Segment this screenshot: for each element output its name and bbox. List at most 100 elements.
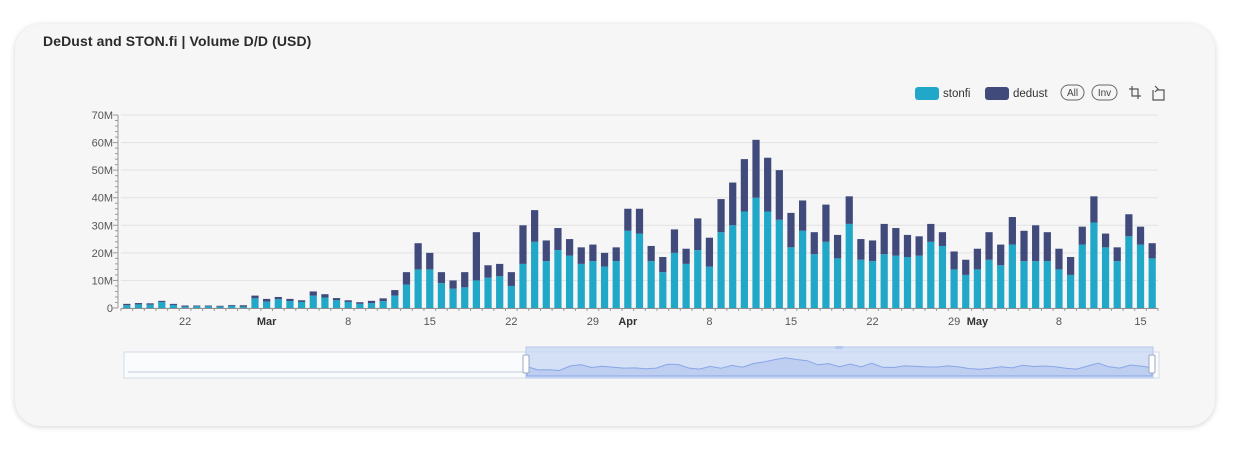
bar-dedust[interactable] <box>717 199 725 233</box>
invert-selection-button[interactable]: Inv <box>1091 84 1118 101</box>
bar-dedust[interactable] <box>216 305 224 307</box>
bar-dedust[interactable] <box>845 196 853 224</box>
bar-stonfi[interactable] <box>997 265 1005 308</box>
bar-dedust[interactable] <box>880 223 888 255</box>
bar-dedust[interactable] <box>391 290 399 296</box>
bar-stonfi[interactable] <box>1032 261 1040 308</box>
bar-dedust[interactable] <box>251 295 259 299</box>
bar-stonfi[interactable] <box>775 219 783 308</box>
bar-dedust[interactable] <box>274 296 282 300</box>
bar-dedust[interactable] <box>705 237 714 267</box>
bar-dedust[interactable] <box>123 303 131 306</box>
bar-stonfi[interactable] <box>880 254 888 308</box>
bar-stonfi[interactable] <box>892 255 900 308</box>
bar-stonfi[interactable] <box>1067 274 1075 308</box>
bar-stonfi[interactable] <box>239 306 247 308</box>
bar-stonfi[interactable] <box>600 266 609 308</box>
bar-dedust[interactable] <box>764 157 772 212</box>
bar-dedust[interactable] <box>297 300 306 302</box>
slider-handle-right[interactable] <box>1148 354 1156 374</box>
bar-stonfi[interactable] <box>670 252 679 308</box>
bar-stonfi[interactable] <box>216 306 224 308</box>
bar-dedust[interactable] <box>647 245 655 262</box>
bar-stonfi[interactable] <box>391 295 399 308</box>
bar-stonfi[interactable] <box>344 301 352 308</box>
bar-dedust[interactable] <box>1136 226 1145 245</box>
bar-stonfi[interactable] <box>193 306 201 308</box>
bar-stonfi[interactable] <box>402 284 411 308</box>
bar-dedust[interactable] <box>484 265 492 278</box>
bar-stonfi[interactable] <box>274 299 282 308</box>
bar-dedust[interactable] <box>577 247 585 264</box>
bar-dedust[interactable] <box>624 208 632 231</box>
bar-stonfi[interactable] <box>1008 244 1016 308</box>
bar-dedust[interactable] <box>426 252 434 270</box>
legend-item-dedust[interactable]: dedust <box>985 87 1048 100</box>
bar-dedust[interactable] <box>134 303 143 305</box>
bar-dedust[interactable] <box>531 210 539 242</box>
bar-dedust[interactable] <box>461 272 469 288</box>
bar-stonfi[interactable] <box>123 305 131 308</box>
bar-stonfi[interactable] <box>612 261 620 308</box>
bar-stonfi[interactable] <box>414 269 422 308</box>
bar-stonfi[interactable] <box>461 287 469 308</box>
bar-stonfi[interactable] <box>1020 261 1028 308</box>
bar-dedust[interactable] <box>239 305 247 307</box>
bar-stonfi[interactable] <box>1101 247 1110 308</box>
bar-dedust[interactable] <box>1020 230 1028 262</box>
slider-move-handle[interactable] <box>835 346 843 349</box>
bar-stonfi[interactable] <box>472 280 480 308</box>
bar-dedust[interactable] <box>344 300 352 302</box>
bar-dedust[interactable] <box>938 232 947 246</box>
bar-stonfi[interactable] <box>496 276 504 308</box>
bar-dedust[interactable] <box>181 305 189 307</box>
bar-dedust[interactable] <box>1008 217 1016 245</box>
bar-stonfi[interactable] <box>624 230 632 308</box>
bar-stonfi[interactable] <box>868 261 877 308</box>
bar-dedust[interactable] <box>379 298 387 302</box>
bar-stonfi[interactable] <box>263 301 271 308</box>
bar-stonfi[interactable] <box>286 301 294 308</box>
data-zoom-icon[interactable] <box>1129 86 1141 99</box>
bar-stonfi[interactable] <box>426 269 434 308</box>
bar-dedust[interactable] <box>973 248 982 270</box>
bar-stonfi[interactable] <box>635 233 644 308</box>
bar-dedust[interactable] <box>1090 196 1098 223</box>
bar-stonfi[interactable] <box>134 304 143 308</box>
bar-stonfi[interactable] <box>857 259 865 308</box>
bar-stonfi[interactable] <box>659 272 667 308</box>
bar-stonfi[interactable] <box>1136 244 1145 308</box>
bar-stonfi[interactable] <box>647 261 655 308</box>
bar-dedust[interactable] <box>857 239 865 260</box>
bar-stonfi[interactable] <box>519 263 527 308</box>
bar-dedust[interactable] <box>1125 214 1133 237</box>
bar-stonfi[interactable] <box>764 211 772 309</box>
bar-stonfi[interactable] <box>146 304 154 308</box>
bar-dedust[interactable] <box>635 208 644 234</box>
bar-stonfi[interactable] <box>367 303 376 308</box>
bar-stonfi[interactable] <box>787 247 795 308</box>
bar-dedust[interactable] <box>193 305 201 307</box>
bar-dedust[interactable] <box>822 204 830 242</box>
bars[interactable] <box>123 139 1156 309</box>
bar-dedust[interactable] <box>612 247 620 262</box>
bar-dedust[interactable] <box>228 304 236 306</box>
bar-stonfi[interactable] <box>1090 222 1098 308</box>
bar-dedust[interactable] <box>1032 225 1040 262</box>
bar-stonfi[interactable] <box>927 241 935 308</box>
bar-stonfi[interactable] <box>251 298 259 308</box>
bar-stonfi[interactable] <box>717 232 725 308</box>
bar-stonfi[interactable] <box>437 283 446 308</box>
bar-stonfi[interactable] <box>542 261 550 308</box>
bar-stonfi[interactable] <box>950 269 958 308</box>
bar-dedust[interactable] <box>903 234 912 257</box>
bar-dedust[interactable] <box>892 228 900 256</box>
bar-dedust[interactable] <box>787 212 795 248</box>
bar-dedust[interactable] <box>204 305 212 307</box>
select-all-button[interactable]: All <box>1060 84 1085 101</box>
bar-stonfi[interactable] <box>1043 261 1051 308</box>
data-zoom-slider[interactable] <box>123 346 1160 379</box>
bar-stonfi[interactable] <box>705 266 714 308</box>
bar-dedust[interactable] <box>1043 232 1051 262</box>
bar-stonfi[interactable] <box>379 301 387 308</box>
